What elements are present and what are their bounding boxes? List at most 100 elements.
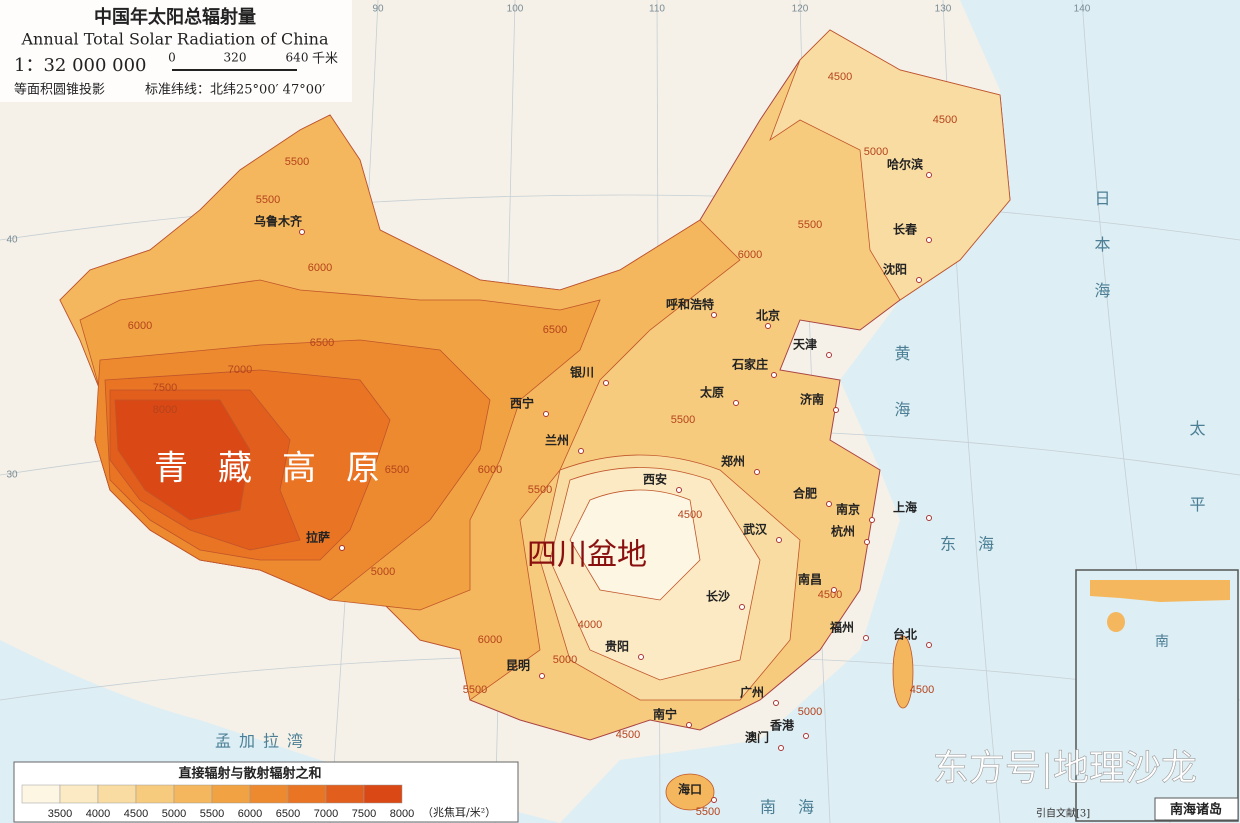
graticule-label: 40 <box>6 235 18 246</box>
city-label: 乌鲁木齐 <box>254 214 303 229</box>
standard-parallels: 标准纬线：北纬25°00′ 47°00′ <box>145 83 325 98</box>
watermark: 东方号|地理沙龙 <box>933 748 1197 789</box>
sea-label: 黄海 <box>892 345 911 457</box>
city-label: 济南 <box>800 392 824 407</box>
city-label: 南宁 <box>653 707 677 722</box>
contour-label: 5500 <box>285 156 309 168</box>
legend-swatch <box>249 784 289 804</box>
city-dot <box>826 501 832 507</box>
sea-label: 东海 <box>940 535 1016 554</box>
city-dot <box>733 400 739 406</box>
city-dot <box>739 604 745 610</box>
city-label: 澳门 <box>745 730 769 745</box>
city-label: 南昌 <box>798 572 822 587</box>
city-dot <box>926 642 932 648</box>
city-dot <box>543 411 549 417</box>
city-dot <box>711 312 717 318</box>
contour-label: 6000 <box>478 464 502 476</box>
legend-label: 7500 <box>352 808 376 820</box>
inset-land <box>1090 580 1230 602</box>
sea-labels: 日本海 黄海 东海 太平洋 南海 孟加拉湾 <box>215 190 1206 817</box>
city-dot <box>863 635 869 641</box>
legend-label: 4000 <box>86 808 110 820</box>
inset-title: 南海诸岛 <box>1170 802 1222 818</box>
contour-label: 5000 <box>864 146 888 158</box>
contour-label: 5000 <box>798 706 822 718</box>
city-dot <box>578 448 584 454</box>
city-label: 武汉 <box>743 522 768 537</box>
contour-label: 5500 <box>528 484 552 496</box>
city-label: 台北 <box>893 627 917 642</box>
city-dot <box>869 517 875 523</box>
city-dot <box>926 172 932 178</box>
graticule-label: 30 <box>6 470 18 481</box>
contour-label: 5500 <box>671 414 695 426</box>
graticule-label: 110 <box>649 4 665 15</box>
legend-title: 直接辐射与散射辐射之和 <box>178 766 321 782</box>
contour-label: 4500 <box>678 509 702 521</box>
legend-swatch <box>173 784 213 804</box>
city-dot <box>926 237 932 243</box>
projection: 等面积圆锥投影 <box>14 82 105 98</box>
legend-swatch <box>287 784 327 804</box>
zone-8000 <box>114 399 251 521</box>
city-dot <box>754 469 760 475</box>
graticule-label: 100 <box>507 4 524 15</box>
city-label: 南京 <box>836 502 860 517</box>
subtitle: Annual Total Solar Radiation of China <box>21 30 329 49</box>
city-label: 合肥 <box>793 486 817 501</box>
contour-label: 5500 <box>696 806 720 818</box>
city-label: 呼和浩特 <box>666 297 714 312</box>
contour-label: 4500 <box>933 114 957 126</box>
city-label: 郑州 <box>721 454 745 469</box>
sea-label: 日本海 <box>1092 190 1111 328</box>
city-dot <box>711 797 717 803</box>
header-box <box>0 0 352 102</box>
city-label: 上海 <box>893 500 917 515</box>
region-label: 青藏高原 <box>154 449 410 489</box>
city-label: 西安 <box>643 472 667 487</box>
city-dot <box>638 654 644 660</box>
inset: 南 南海诸岛 <box>1075 569 1239 822</box>
city-label: 长春 <box>893 222 918 237</box>
source: 引自文献[3] <box>1036 807 1090 820</box>
zone-4500 <box>769 29 1011 301</box>
legend-swatch <box>211 784 251 804</box>
contour-label: 5500 <box>798 219 822 231</box>
city-dot <box>831 587 837 593</box>
scale-bar-label: 320 <box>224 51 247 65</box>
city-label: 福州 <box>829 620 854 635</box>
legend-label: 5000 <box>162 808 186 820</box>
city-label: 长沙 <box>706 589 730 604</box>
inset-hainan <box>1107 612 1125 632</box>
scale-unit: 千米 <box>312 52 338 67</box>
contour-label: 7500 <box>153 382 177 394</box>
legend-swatch <box>59 784 99 804</box>
city-label: 兰州 <box>545 433 569 448</box>
hainan <box>665 773 715 811</box>
city-dot <box>833 407 839 413</box>
city-dot <box>778 745 784 751</box>
contour-label: 4500 <box>818 589 842 601</box>
contour-label: 6500 <box>385 464 409 476</box>
city-dot <box>776 537 782 543</box>
city-label: 广州 <box>740 685 764 700</box>
city-label: 北京 <box>756 308 780 323</box>
inset-title-box <box>1154 797 1239 821</box>
header: 中国年太阳总辐射量 Annual Total Solar Radiation o… <box>0 0 352 102</box>
title: 中国年太阳总辐射量 <box>94 6 256 28</box>
city-label: 昆明 <box>506 659 530 673</box>
legend-swatch <box>325 784 365 804</box>
contour-label: 4500 <box>910 684 934 696</box>
graticule-label: 130 <box>935 4 952 15</box>
legend-unit: （兆焦耳/米²） <box>422 806 496 819</box>
taiwan <box>892 635 914 709</box>
city-dot <box>299 229 305 235</box>
contour-label: 4500 <box>616 729 640 741</box>
city-dot <box>916 277 922 283</box>
contour-label: 5000 <box>371 566 395 578</box>
contour-label: 6000 <box>308 262 332 274</box>
graticule-labels: 90 100 110 120 130 140 40 30 <box>6 4 1090 481</box>
city-dot <box>771 372 777 378</box>
city-dot <box>773 700 779 706</box>
